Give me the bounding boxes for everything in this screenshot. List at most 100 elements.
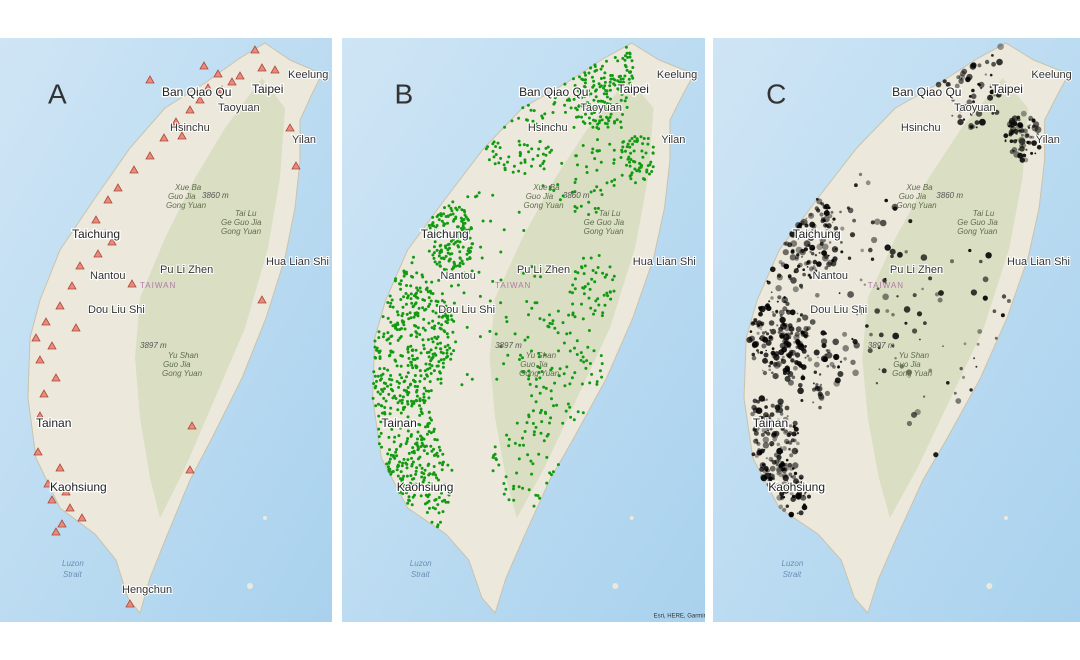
site-point (420, 438, 424, 442)
site-point (560, 161, 564, 165)
site-area (884, 244, 891, 251)
site-point (646, 164, 650, 168)
site-area (791, 474, 796, 480)
site-area (908, 219, 913, 224)
site-point (436, 300, 440, 304)
site-point (527, 313, 530, 317)
site-area (828, 214, 833, 219)
site-area (800, 331, 806, 337)
site-point (390, 427, 394, 431)
site-area (770, 422, 777, 429)
site-point (386, 301, 390, 304)
site-point (424, 425, 427, 429)
site-point (596, 99, 600, 103)
site-point (409, 474, 413, 478)
site-point (517, 139, 521, 143)
site-point (399, 443, 403, 446)
site-area (759, 337, 761, 340)
site-point (387, 392, 391, 396)
place-label: Keelung (288, 69, 328, 81)
site-area (772, 485, 780, 493)
site-point (575, 353, 579, 356)
site-point (392, 455, 396, 459)
site-point (425, 227, 429, 231)
site-point (574, 154, 578, 158)
site-marker (217, 85, 227, 94)
site-area (801, 348, 807, 354)
site-area (780, 427, 785, 432)
site-area (933, 452, 939, 458)
site-point (391, 305, 395, 309)
site-point (568, 290, 572, 294)
site-point (410, 462, 414, 466)
site-point (377, 402, 380, 406)
site-area (794, 331, 800, 337)
site-point (518, 358, 521, 361)
place-label: Taoyuan (954, 102, 996, 114)
islet (986, 583, 993, 589)
site-point (535, 301, 539, 305)
site-area (765, 339, 772, 346)
site-point (418, 455, 422, 459)
site-point (531, 157, 535, 161)
site-point (437, 315, 441, 319)
site-point (433, 232, 437, 236)
place-label: Taoyuan (218, 102, 260, 114)
site-point (605, 291, 609, 295)
site-area (825, 352, 833, 359)
site-area (877, 346, 881, 350)
site-area (963, 107, 965, 109)
site-area (972, 100, 975, 104)
site-area (770, 296, 774, 300)
site-point (567, 313, 571, 317)
site-area (899, 364, 905, 369)
site-area (765, 457, 768, 460)
site-point (379, 374, 383, 377)
site-point (575, 108, 579, 112)
site-point (396, 321, 399, 325)
site-point (427, 305, 430, 308)
site-area (805, 217, 808, 220)
site-point (416, 311, 420, 315)
site-marker (71, 323, 81, 332)
site-point (405, 466, 409, 470)
site-point (430, 449, 434, 453)
site-point (456, 225, 460, 229)
site-area (772, 373, 779, 380)
site-area (757, 351, 760, 354)
site-area (814, 385, 819, 390)
site-area (1031, 118, 1036, 123)
site-point (537, 452, 541, 456)
site-point (593, 309, 597, 313)
site-point (563, 103, 567, 107)
site-area (779, 446, 783, 449)
site-point (422, 317, 426, 321)
site-point (603, 275, 607, 279)
site-point (582, 360, 586, 364)
site-area (884, 198, 888, 203)
site-point (418, 333, 422, 336)
site-area (776, 324, 779, 327)
site-point (582, 292, 586, 296)
site-area (781, 296, 789, 304)
site-point (580, 382, 584, 386)
site-area (993, 94, 996, 97)
site-point (462, 209, 466, 212)
site-point (376, 374, 380, 378)
site-area (780, 421, 784, 426)
site-area (784, 462, 788, 467)
site-area (782, 249, 789, 256)
site-point (581, 144, 585, 147)
site-area (757, 419, 763, 425)
site-area (789, 491, 794, 496)
site-marker (93, 249, 103, 258)
site-point (532, 430, 536, 434)
site-area (819, 233, 824, 239)
site-area (1015, 132, 1018, 135)
site-area (762, 469, 768, 474)
site-point (406, 386, 410, 389)
site-point (444, 215, 448, 218)
site-area (892, 332, 900, 340)
site-point (458, 250, 462, 254)
sea-label: Strait (63, 570, 82, 579)
